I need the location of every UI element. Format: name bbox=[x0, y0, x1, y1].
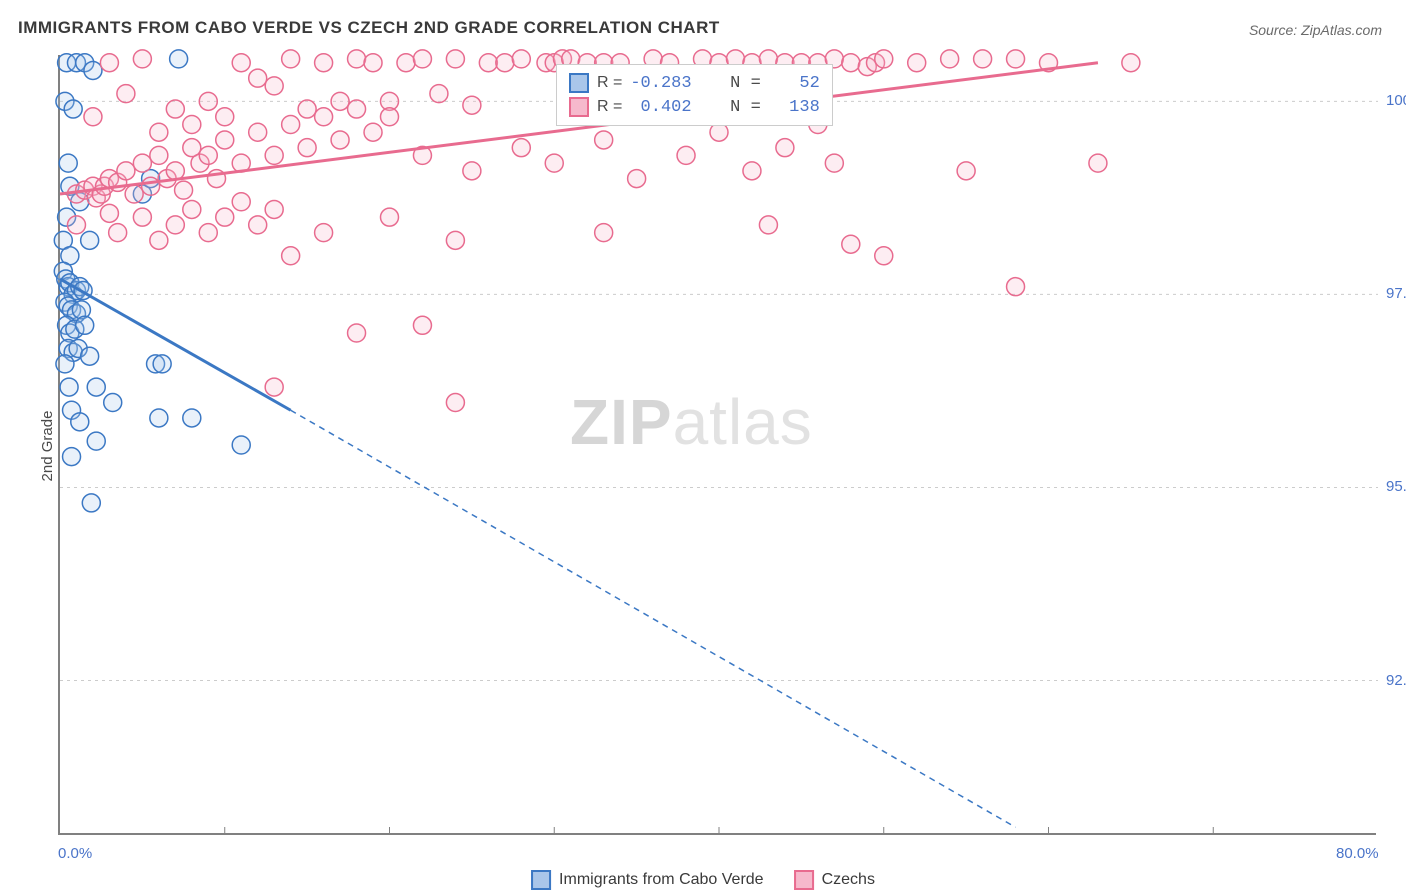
legend-swatch bbox=[531, 870, 551, 890]
source-attribution: Source: ZipAtlas.com bbox=[1249, 22, 1382, 38]
legend-label: Immigrants from Cabo Verde bbox=[559, 871, 764, 889]
x-tick-label: 80.0% bbox=[1336, 845, 1379, 862]
legend-label: Czechs bbox=[822, 871, 875, 889]
series-legend: Immigrants from Cabo Verde Czechs bbox=[531, 870, 875, 890]
chart-title: IMMIGRANTS FROM CABO VERDE VS CZECH 2ND … bbox=[18, 18, 720, 38]
y-axis-label: 2nd Grade bbox=[39, 411, 56, 482]
r-value: -0.283 bbox=[630, 74, 691, 93]
correlation-legend: R = -0.283 N = 52R = 0.402 N = 138 bbox=[556, 64, 833, 126]
legend-swatch bbox=[794, 870, 814, 890]
legend-swatch bbox=[569, 73, 589, 93]
x-tick-label: 0.0% bbox=[58, 845, 92, 862]
y-tick-label: 95.0% bbox=[1386, 478, 1406, 495]
n-value: 138 bbox=[779, 98, 820, 117]
legend-swatch bbox=[569, 97, 589, 117]
chart-container: IMMIGRANTS FROM CABO VERDE VS CZECH 2ND … bbox=[0, 0, 1406, 892]
r-value: 0.402 bbox=[630, 98, 691, 117]
plot-svg bbox=[60, 55, 1376, 833]
plot-area: ZIPatlas bbox=[58, 55, 1376, 835]
n-value: 52 bbox=[779, 74, 820, 93]
correlation-legend-row: R = 0.402 N = 138 bbox=[569, 95, 820, 119]
y-tick-label: 97.5% bbox=[1386, 285, 1406, 302]
y-tick-label: 92.5% bbox=[1386, 672, 1406, 689]
legend-item: Czechs bbox=[794, 870, 875, 890]
y-tick-label: 100.0% bbox=[1386, 92, 1406, 109]
legend-item: Immigrants from Cabo Verde bbox=[531, 870, 764, 890]
correlation-legend-row: R = -0.283 N = 52 bbox=[569, 71, 820, 95]
